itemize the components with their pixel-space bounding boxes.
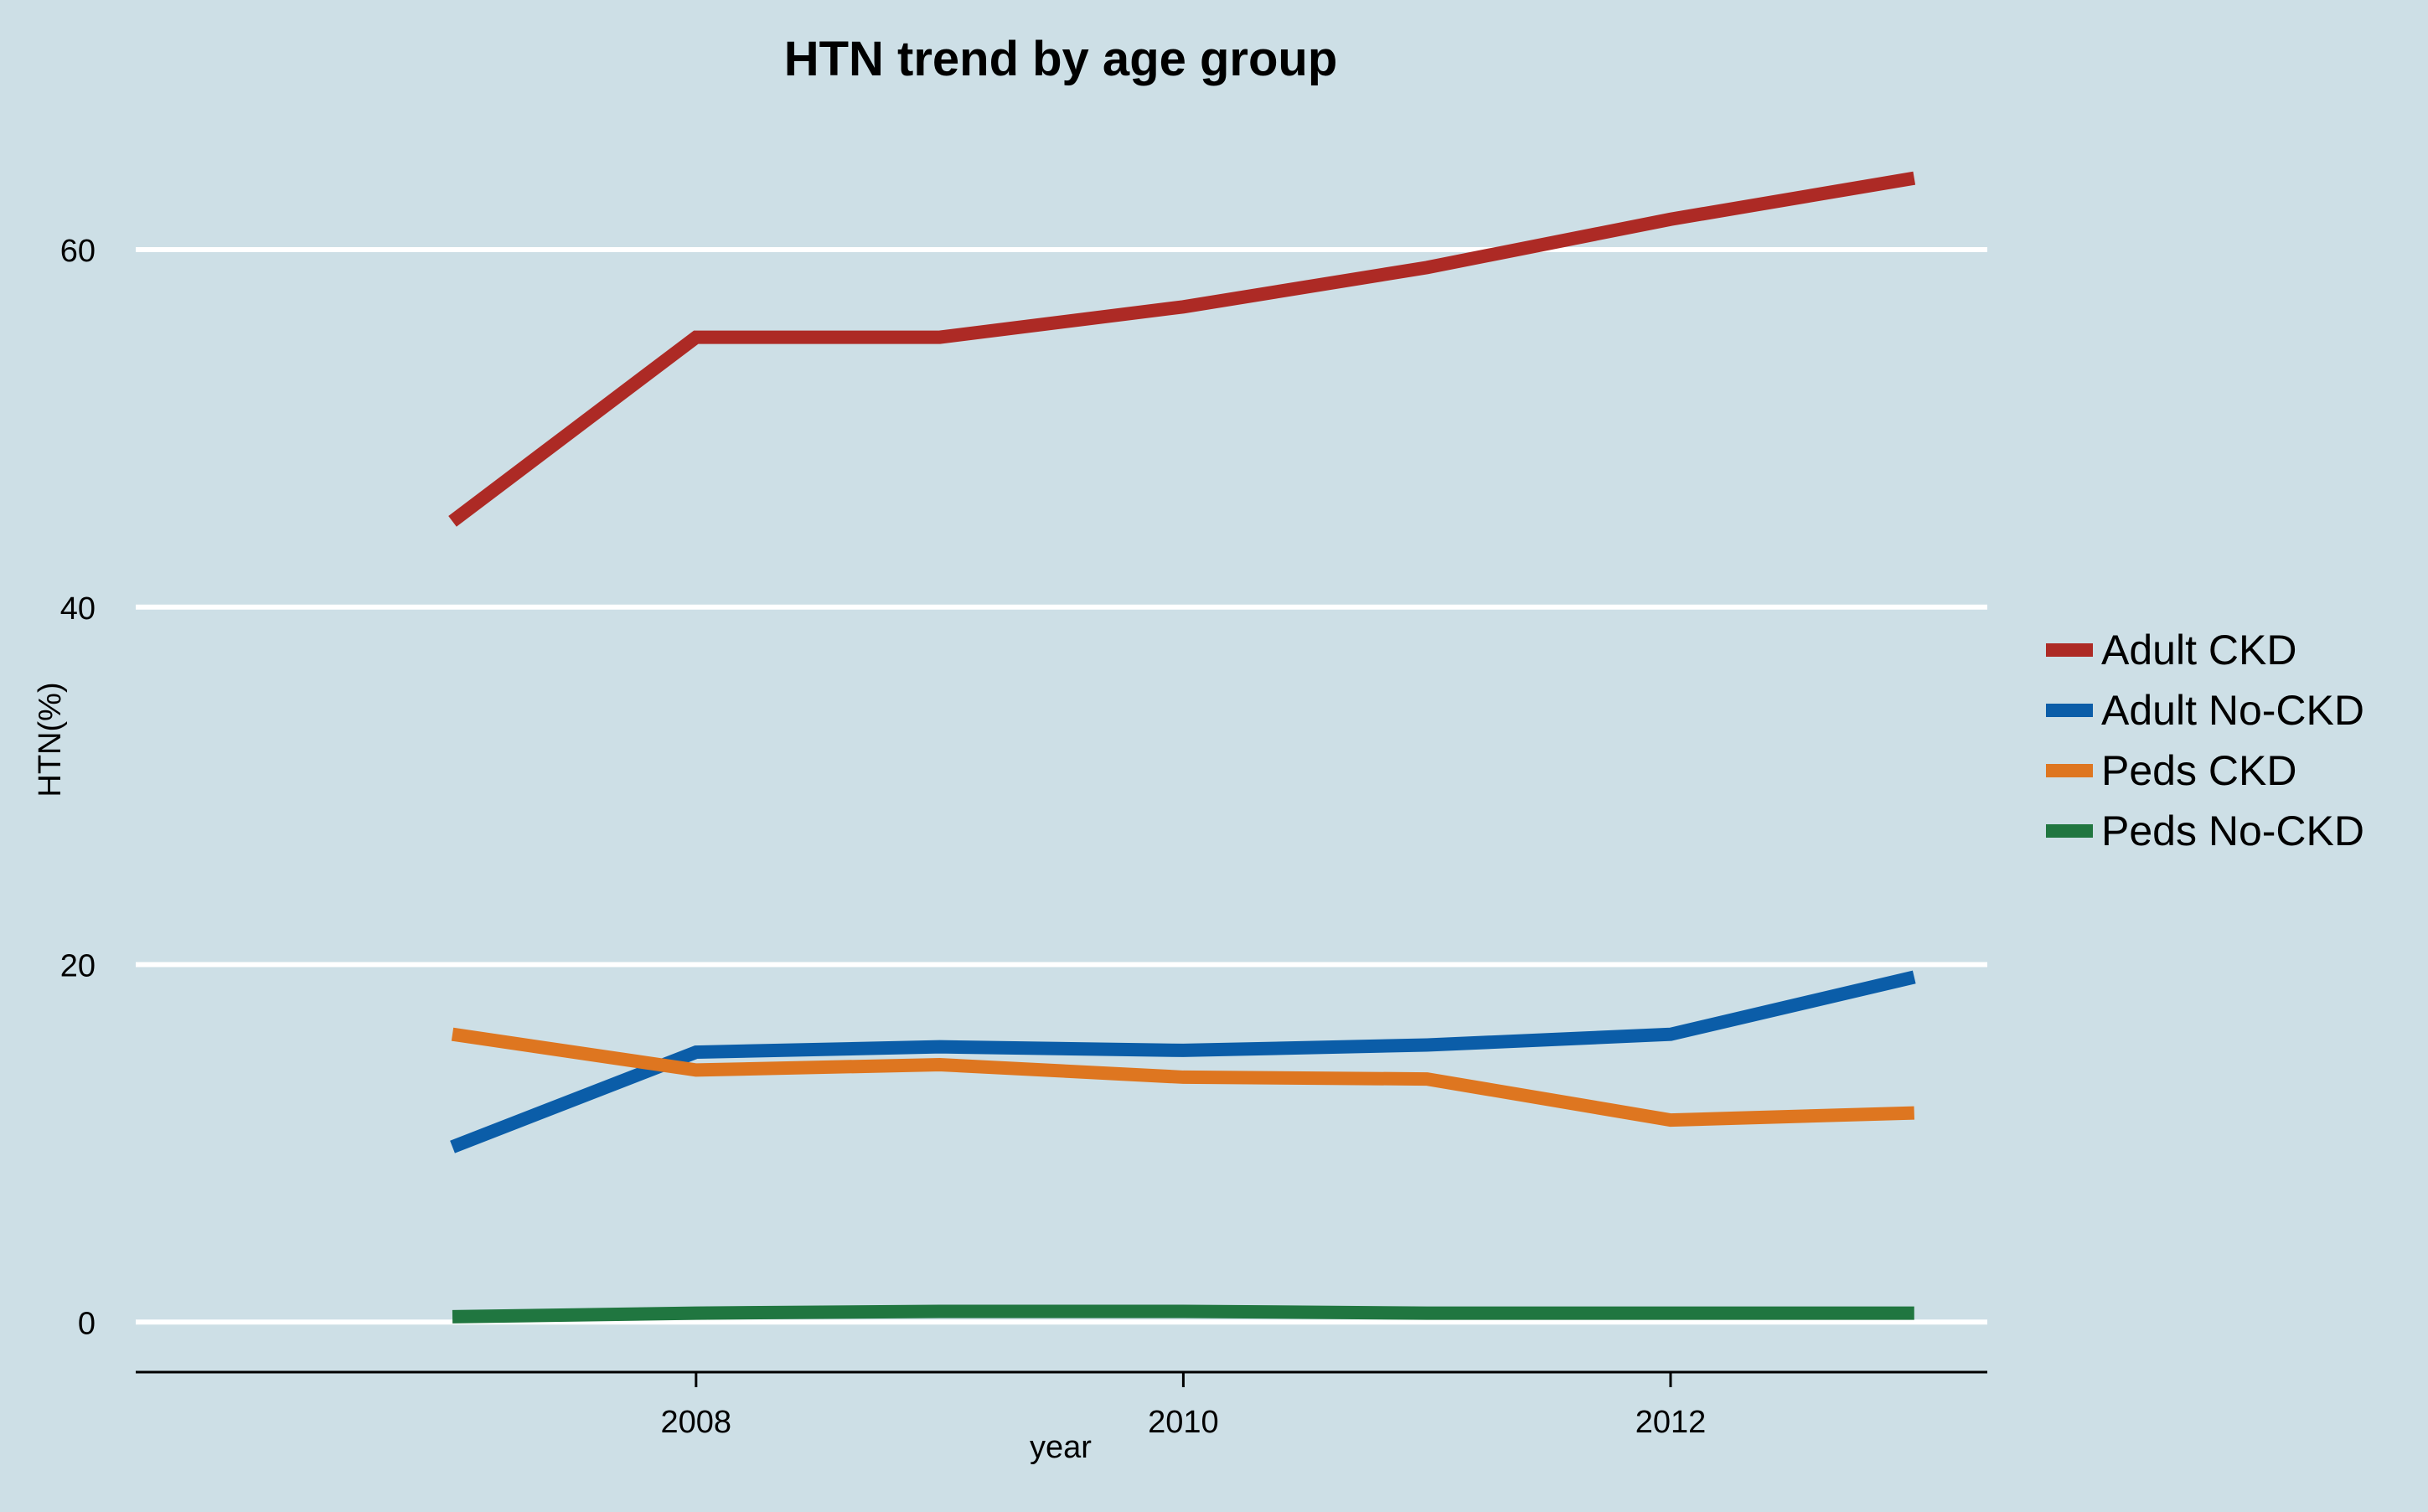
legend-label-adult-ckd: Adult CKD xyxy=(2101,627,2296,673)
series-line-adult-no-ckd xyxy=(450,970,1916,1153)
chart-title: HTN trend by age group xyxy=(784,32,1338,86)
legend-label-peds-ckd: Peds CKD xyxy=(2101,747,2296,794)
series-line-peds-no-ckd xyxy=(452,1304,1914,1324)
gridlines xyxy=(136,247,1987,1325)
x-axis-label: year xyxy=(1030,1430,1092,1465)
series-line-peds-ckd xyxy=(451,1027,1914,1128)
y-tick-label-20: 20 xyxy=(60,949,96,984)
y-axis-label: HTN(%) xyxy=(33,682,68,797)
x-tick-label-2012: 2012 xyxy=(1635,1405,1707,1440)
legend-label-peds-no-ckd: Peds No-CKD xyxy=(2101,808,2364,854)
legend-label-adult-no-ckd: Adult No-CKD xyxy=(2101,687,2364,734)
axes: 0 20 40 60 2008 2010 2012 xyxy=(60,234,1987,1440)
y-tick-label-0: 0 xyxy=(78,1306,96,1341)
series-line-adult-ckd xyxy=(448,171,1916,527)
x-tick-label-2010: 2010 xyxy=(1148,1405,1219,1440)
y-tick-label-60: 60 xyxy=(60,234,96,269)
series-lines xyxy=(448,171,1916,1324)
legend: Adult CKD Adult No-CKD Peds CKD Peds No-CKD xyxy=(2046,627,2364,854)
x-tick-label-2008: 2008 xyxy=(661,1405,732,1440)
y-tick-label-40: 40 xyxy=(60,591,96,627)
